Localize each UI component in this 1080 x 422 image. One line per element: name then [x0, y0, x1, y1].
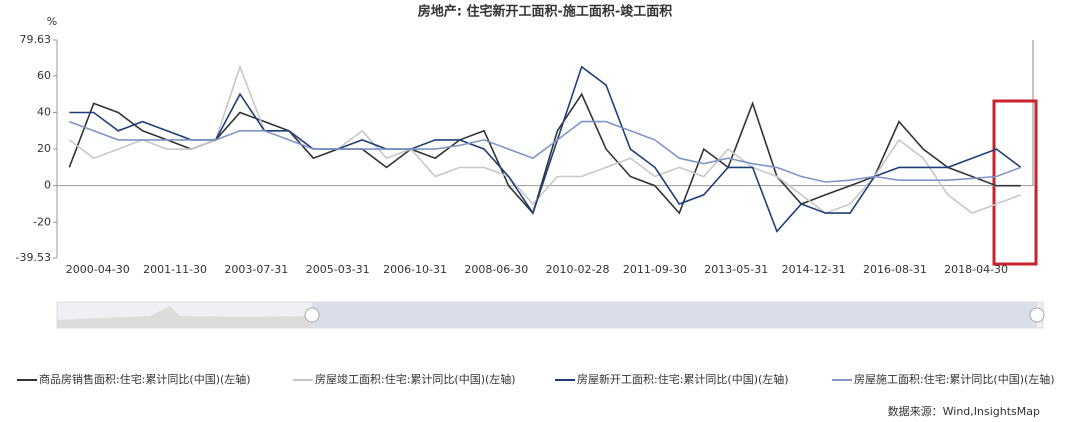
series-line	[68, 64, 1022, 215]
x-tick-label: 2003-07-31	[224, 263, 288, 276]
x-tick-label: 2001-11-30	[143, 263, 207, 276]
legend-label: 房屋施工面积:住宅:累计同比(中国)(左轴)	[854, 372, 1055, 386]
series-line	[69, 65, 1022, 233]
y-tick-label: -20	[33, 215, 51, 228]
zoom-handle[interactable]	[1029, 307, 1045, 323]
legend-label: 房屋竣工面积:住宅:累计同比(中国)(左轴)	[315, 372, 516, 386]
x-tick-label: 2013-05-31	[704, 263, 768, 276]
x-tick-label: 2008-06-30	[464, 263, 528, 276]
highlight-box	[992, 99, 1038, 266]
legend-label: 房屋新开工面积:住宅:累计同比(中国)(左轴)	[577, 372, 789, 386]
x-tick-label: 2011-09-30	[623, 263, 687, 276]
y-tick-label: 0	[44, 179, 51, 192]
zoom-window[interactable]	[312, 302, 1037, 328]
y-axis-unit: %	[47, 15, 57, 28]
x-tick-label: 2010-02-28	[546, 263, 610, 276]
y-tick-label: 79.63	[20, 33, 52, 46]
x-tick-label: 2014-12-31	[782, 263, 846, 276]
x-tick-label: 2000-04-30	[66, 263, 130, 276]
series-line	[69, 120, 1022, 183]
x-tick-label: 2016-08-31	[863, 263, 927, 276]
zoom-handle[interactable]	[304, 307, 320, 323]
series-line	[68, 92, 1021, 215]
zoom-preview	[57, 306, 312, 328]
y-tick-label: 20	[37, 142, 51, 155]
y-tick-label: 60	[37, 69, 51, 82]
x-tick-label: 2005-03-31	[306, 263, 370, 276]
chart-title: 房地产: 住宅新开工面积-施工面积-竣工面积	[418, 4, 673, 20]
legend-label: 商品房销售面积:住宅:累计同比(中国)(左轴)	[39, 372, 251, 386]
y-tick-label: -39.53	[16, 251, 51, 264]
x-tick-label: 2006-10-31	[383, 263, 447, 276]
x-tick-label: 2018-04-30	[944, 263, 1008, 276]
y-tick-label: 40	[37, 106, 51, 119]
source-note: 数据来源：Wind,InsightsMap	[888, 404, 1040, 418]
